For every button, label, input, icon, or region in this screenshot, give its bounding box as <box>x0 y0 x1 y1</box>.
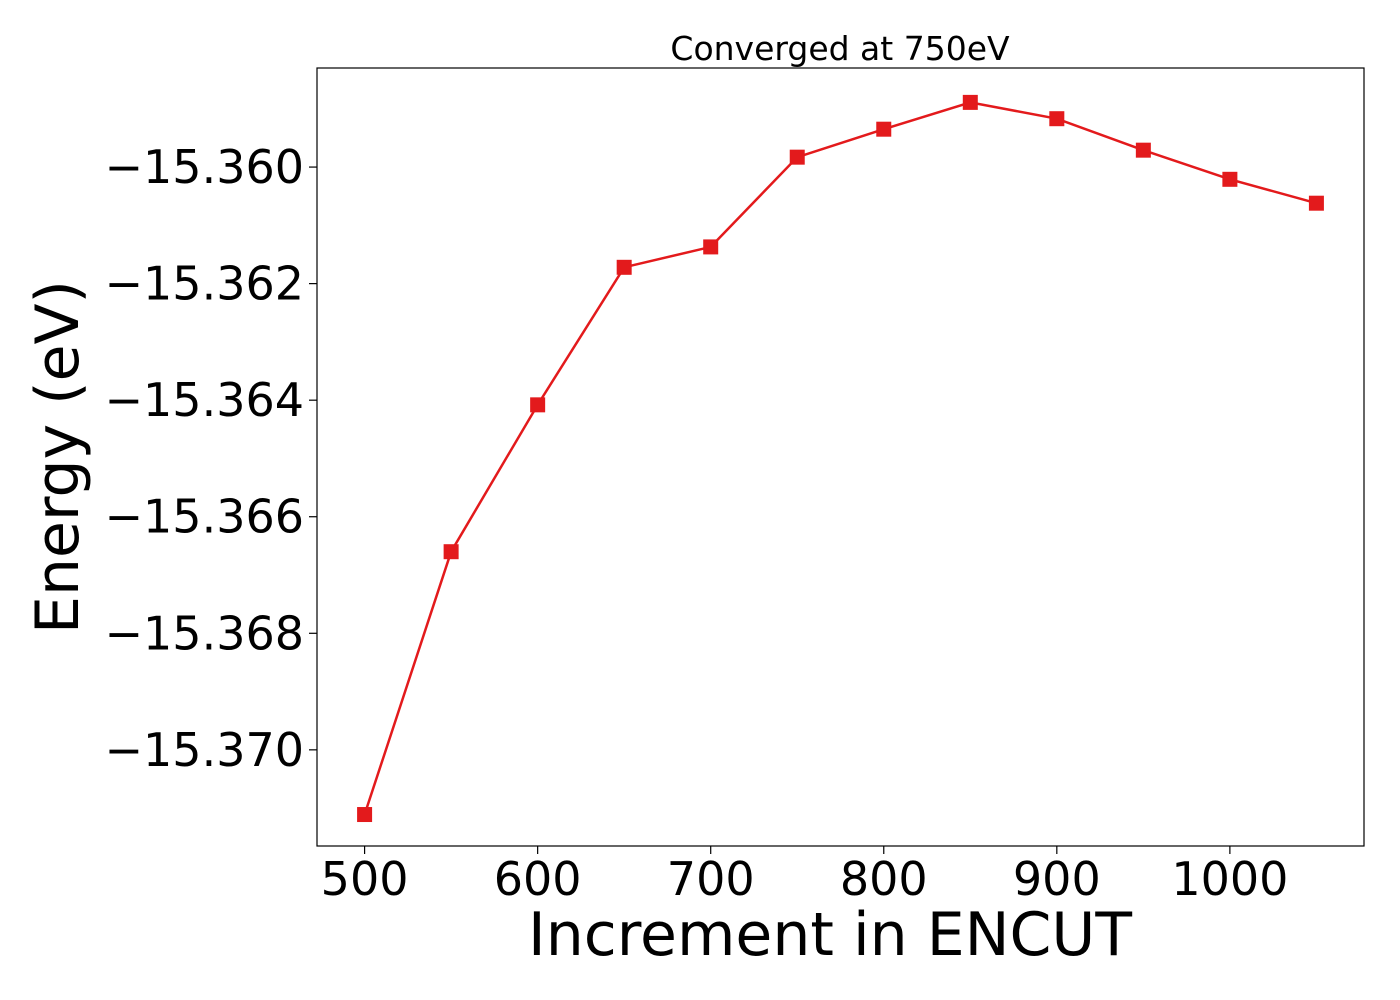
data-point-marker <box>1308 195 1324 211</box>
data-point-marker <box>962 94 978 110</box>
series-markers <box>357 94 1324 823</box>
data-point-marker <box>357 807 373 823</box>
plot-frame <box>316 67 1365 847</box>
data-point-marker <box>1135 142 1151 158</box>
data-point-marker <box>1049 111 1065 127</box>
data-point-marker <box>530 397 546 413</box>
x-tick-label: 900 <box>1013 852 1101 906</box>
x-axis: 500 600 700 800 900 1000 <box>321 846 1288 906</box>
data-point-marker <box>443 544 459 560</box>
x-tick-label: 700 <box>667 852 755 906</box>
data-point-marker <box>876 121 892 137</box>
y-axis-label: Energy (eV) <box>23 280 93 634</box>
y-tick-label: −15.364 <box>105 373 305 427</box>
x-axis-label: Increment in ENCUT <box>528 900 1132 970</box>
x-tick-label: 500 <box>321 852 409 906</box>
x-tick-label: 800 <box>840 852 928 906</box>
data-point-marker <box>703 239 719 255</box>
data-point-marker <box>1222 171 1238 187</box>
y-tick-label: −15.370 <box>105 723 305 777</box>
series-line <box>363 101 1317 815</box>
x-tick-label: 600 <box>494 852 582 906</box>
y-tick-label: −15.360 <box>105 140 305 194</box>
y-tick-label: −15.366 <box>105 490 305 544</box>
data-point-marker <box>616 259 632 275</box>
y-axis: −15.360 −15.362 −15.364 −15.366 −15.368 −15.3… <box>105 140 317 777</box>
data-point-marker <box>789 149 805 165</box>
y-tick-label: −15.368 <box>105 606 305 660</box>
y-tick-label: −15.362 <box>105 257 305 311</box>
chart-title: Converged at 750eV <box>670 29 1010 68</box>
x-tick-label: 1000 <box>1171 852 1288 906</box>
